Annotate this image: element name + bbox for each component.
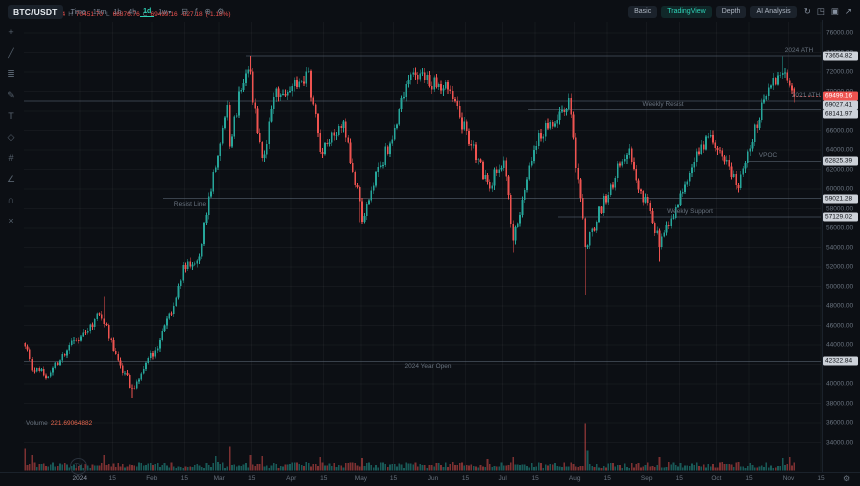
pattern-tool-icon[interactable]: # — [8, 153, 14, 163]
delete-tool-icon[interactable]: × — [8, 216, 14, 226]
view-mode-buttons: Basic TradingView Depth AI Analysis — [628, 5, 797, 18]
volume-value: 221.69064882 — [50, 420, 93, 427]
tradingview-watermark: TV — [70, 458, 87, 475]
shapes-tool-icon[interactable]: ◇ — [7, 132, 15, 142]
trendline-tool-icon[interactable]: ╱ — [8, 48, 14, 58]
refresh-icon[interactable]: ↻ — [803, 6, 811, 16]
volume-label: Volume — [26, 420, 48, 427]
compare-icon[interactable]: ⊕ — [204, 7, 212, 16]
depth-button[interactable]: Depth — [715, 5, 747, 18]
ohlc-value: 70451.70 — [75, 10, 104, 18]
chevron-down-icon: ▾ — [168, 9, 172, 16]
ohlc-value: 68876.76 — [112, 10, 140, 18]
cursor-tool-icon[interactable]: + — [8, 27, 14, 37]
settings-icon[interactable]: ⚙ — [217, 7, 225, 16]
fullscreen-icon[interactable]: ◳ — [816, 6, 825, 16]
header-right-icons: ↻ ◳ ▣ ↗ — [802, 6, 854, 17]
ohlc-key: L — [106, 10, 110, 18]
text-tool-icon[interactable]: T — [8, 111, 14, 121]
measure-tool-icon[interactable]: ∠ — [6, 174, 16, 184]
timeframe-tabs: Time 15m 1h 4h 1d 1w▾ — [68, 6, 175, 17]
ohlc-change-pct: (-1.18%) — [205, 10, 231, 18]
price-axis-border — [822, 20, 823, 472]
symbol-title[interactable]: BTC/USDT — [8, 4, 63, 19]
timeframe-tab-1h[interactable]: 1h — [113, 8, 122, 16]
ai-analysis-button[interactable]: AI Analysis — [750, 5, 797, 18]
ohlc-change: -827.18 — [180, 10, 203, 18]
fib-tool-icon[interactable]: ≣ — [7, 69, 15, 79]
time-axis-border — [0, 472, 860, 473]
ohlc-key: H — [68, 10, 73, 18]
drawing-toolbar: + ╱ ≣ ✎ T ◇ # ∠ ∩ × — [0, 26, 22, 228]
basic-button[interactable]: Basic — [628, 5, 658, 18]
gear-icon[interactable]: ⚙ — [843, 474, 851, 483]
magnet-tool-icon[interactable]: ∩ — [7, 195, 15, 205]
screenshot-icon[interactable]: ▣ — [830, 6, 839, 16]
header-toolbar-icons: ⊟ ƒ ⊕ ⚙ — [179, 7, 226, 16]
ohlc-value: 69499.16 — [150, 10, 178, 18]
timeframe-tab-1w[interactable]: 1w▾ — [158, 8, 172, 16]
brush-tool-icon[interactable]: ✎ — [7, 90, 15, 100]
indicators-icon[interactable]: ƒ — [193, 7, 199, 16]
timeframe-tab-time[interactable]: Time — [70, 8, 86, 16]
timeframe-tab-4h[interactable]: 4h — [128, 8, 137, 16]
chart-header: BTC/USDT Time 15m 1h 4h 1d 1w▾ ⊟ ƒ ⊕ ⚙ Basic Trad… — [0, 0, 860, 21]
timeframe-tab-15m[interactable]: 15m — [92, 8, 107, 16]
timeframe-tab-1d[interactable]: 1d — [140, 6, 155, 17]
chart-type-icon[interactable]: ⊟ — [181, 7, 188, 16]
share-icon[interactable]: ↗ — [844, 6, 852, 16]
volume-legend: Volume 221.69064882 — [26, 420, 92, 427]
ohlc-key: C — [142, 10, 148, 18]
tradingview-button[interactable]: TradingView — [661, 5, 712, 18]
